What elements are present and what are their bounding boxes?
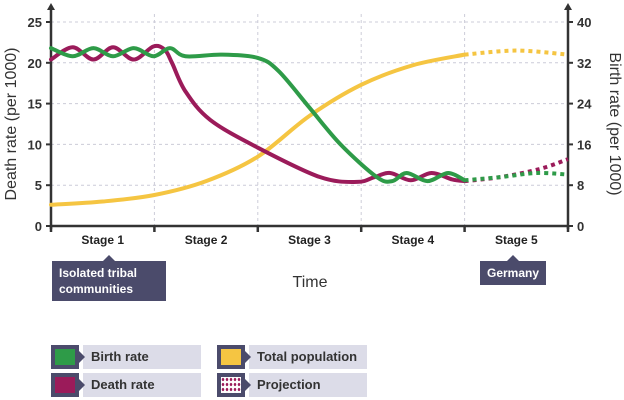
- legend-death-rate: Death rate: [51, 373, 201, 397]
- total-population-line: [49, 52, 467, 207]
- birth-rate-line: [49, 46, 467, 184]
- right-tick-label: 32: [577, 56, 591, 71]
- stage-label: Stage 3: [288, 233, 331, 247]
- right-tick-label: 40: [577, 15, 591, 30]
- annotation-germany: Germany: [480, 255, 547, 285]
- birth-rate-projection-line: [464, 170, 569, 183]
- left-tick-label: 0: [35, 219, 42, 234]
- right-tick-label: 8: [577, 178, 584, 193]
- chart: 0 5 10 15 20 25 0 8 16 24 32 40 Stage 1 Stage 2 Stage …: [3, 3, 623, 291]
- legend-total-population: Total population: [217, 345, 367, 369]
- right-tick-label: 16: [577, 137, 591, 152]
- death-rate-projection-line: [464, 157, 569, 184]
- legend-projection: Projection: [217, 373, 367, 397]
- legend-label: Total population: [249, 345, 367, 369]
- legend-birth-rate: Birth rate: [51, 345, 201, 369]
- right-axis-arrow: [564, 3, 572, 10]
- projection-swatch: [217, 373, 251, 397]
- population-swatch: [217, 345, 251, 369]
- x-axis-label: Time: [293, 274, 328, 291]
- left-tick-label: 5: [35, 178, 42, 193]
- left-tick-label: 25: [28, 15, 42, 30]
- stage-label: Stage 2: [185, 233, 228, 247]
- annotation-isolated-tribal: Isolated tribal communities: [52, 255, 166, 301]
- left-tick-label: 20: [28, 56, 42, 71]
- death-rate-swatch: [51, 373, 85, 397]
- legend-label: Birth rate: [83, 345, 201, 369]
- legend-label: Projection: [249, 373, 367, 397]
- right-tick-label: 0: [577, 219, 584, 234]
- left-axis-label: Death rate (per 1000): [3, 48, 20, 201]
- left-axis-arrow: [47, 3, 55, 10]
- stage-label: Stage 5: [495, 233, 538, 247]
- left-tick-label: 15: [28, 97, 42, 112]
- total-population-projection-line: [464, 48, 569, 57]
- stage-label: Stage 1: [81, 233, 124, 247]
- legend-label: Death rate: [83, 373, 201, 397]
- left-tick-label: 10: [28, 137, 42, 152]
- death-rate-line: [49, 43, 467, 184]
- birth-rate-swatch: [51, 345, 85, 369]
- right-axis-label: Birth rate (per 1000): [606, 52, 623, 195]
- right-tick-label: 24: [577, 97, 592, 112]
- stage-label: Stage 4: [392, 233, 435, 247]
